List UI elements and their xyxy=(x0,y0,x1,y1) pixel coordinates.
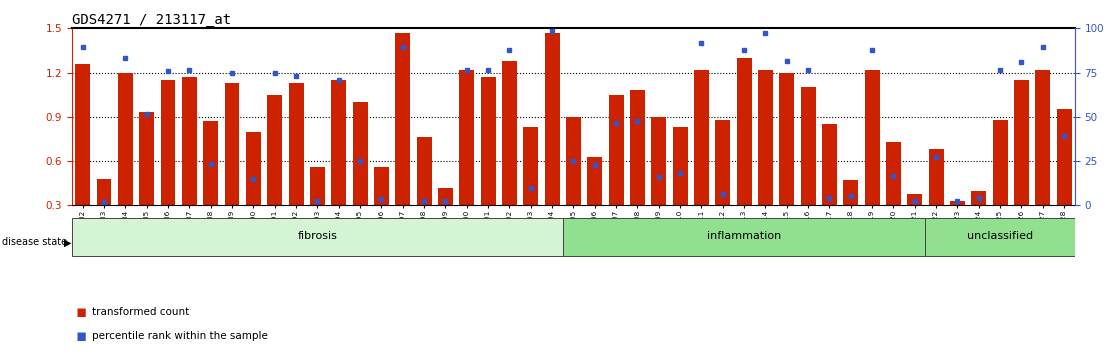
Bar xyxy=(566,117,581,250)
Bar xyxy=(608,95,624,250)
Text: ▪: ▪ xyxy=(75,327,86,345)
Bar xyxy=(182,77,197,250)
Bar xyxy=(630,90,645,250)
Text: ▶: ▶ xyxy=(64,238,72,247)
Text: fibrosis: fibrosis xyxy=(297,231,337,241)
Bar xyxy=(779,73,794,250)
Bar xyxy=(96,179,112,250)
Bar xyxy=(72,218,563,256)
Bar xyxy=(417,137,431,250)
Bar xyxy=(545,33,560,250)
Text: unclassified: unclassified xyxy=(967,231,1033,241)
Bar xyxy=(801,87,815,250)
Text: disease state: disease state xyxy=(2,238,68,247)
Bar xyxy=(161,80,175,250)
Bar xyxy=(373,167,389,250)
Bar xyxy=(75,64,90,250)
Bar xyxy=(438,188,453,250)
Bar xyxy=(1014,80,1029,250)
Bar xyxy=(331,80,346,250)
Bar xyxy=(907,194,922,250)
Bar xyxy=(822,124,837,250)
Bar xyxy=(225,83,239,250)
Text: percentile rank within the sample: percentile rank within the sample xyxy=(92,331,268,341)
Bar xyxy=(972,190,986,250)
Bar xyxy=(758,70,773,250)
Bar xyxy=(523,127,538,250)
Bar xyxy=(694,70,709,250)
Bar xyxy=(310,167,325,250)
Bar xyxy=(117,73,133,250)
Bar xyxy=(352,102,368,250)
Bar xyxy=(1057,109,1071,250)
Bar xyxy=(950,201,965,250)
Bar xyxy=(925,218,1075,256)
Text: inflammation: inflammation xyxy=(707,231,781,241)
Bar xyxy=(993,120,1007,250)
Text: GDS4271 / 213117_at: GDS4271 / 213117_at xyxy=(72,13,232,27)
Bar xyxy=(459,70,474,250)
Bar xyxy=(1035,70,1050,250)
Bar xyxy=(587,156,602,250)
Bar xyxy=(843,180,859,250)
Bar xyxy=(502,61,516,250)
Bar xyxy=(737,58,751,250)
Bar xyxy=(396,33,410,250)
Text: ▪: ▪ xyxy=(75,303,86,320)
Bar xyxy=(864,70,880,250)
Bar xyxy=(673,127,688,250)
Bar xyxy=(203,121,218,250)
Bar xyxy=(886,142,901,250)
Bar xyxy=(288,83,304,250)
Bar xyxy=(929,149,944,250)
Bar xyxy=(652,117,666,250)
Bar xyxy=(563,218,925,256)
Bar xyxy=(716,120,730,250)
Text: transformed count: transformed count xyxy=(92,307,189,316)
Bar xyxy=(140,113,154,250)
Bar xyxy=(267,95,283,250)
Bar xyxy=(246,132,260,250)
Bar xyxy=(481,77,495,250)
